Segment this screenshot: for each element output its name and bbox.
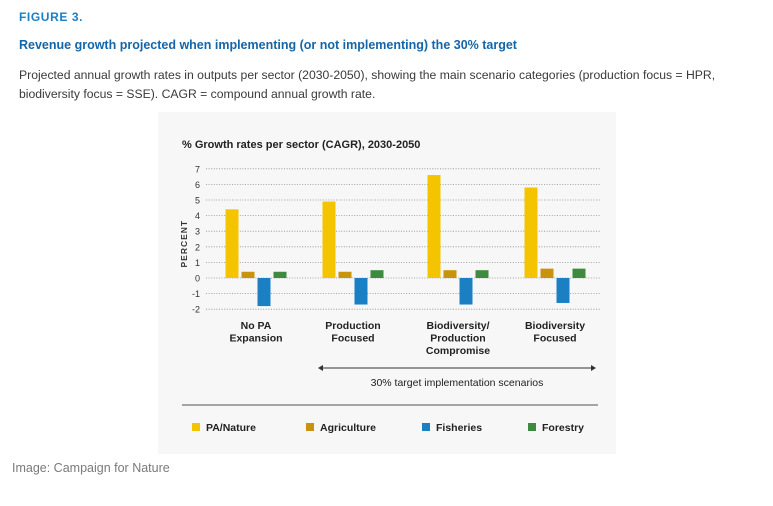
x-tick-label: Production bbox=[325, 320, 380, 332]
y-tick-label: -1 bbox=[192, 289, 200, 299]
y-tick-label: 5 bbox=[195, 196, 200, 206]
y-tick-label: 3 bbox=[195, 227, 200, 237]
x-tick-label: Biodiversity/ bbox=[426, 320, 489, 332]
bar-pa-nature bbox=[524, 187, 538, 278]
legend-label: Fisheries bbox=[436, 422, 482, 434]
bar-fisheries bbox=[459, 278, 473, 305]
bar-pa-nature bbox=[225, 209, 239, 278]
y-tick-label: 1 bbox=[195, 258, 200, 268]
bar-fisheries bbox=[257, 278, 271, 307]
y-tick-label: 6 bbox=[195, 180, 200, 190]
bar-agriculture bbox=[443, 270, 457, 278]
legend-swatch-pa-nature bbox=[192, 423, 200, 431]
y-tick-label: 2 bbox=[195, 242, 200, 252]
figure-title: Revenue growth projected when implementi… bbox=[19, 38, 517, 52]
y-tick-label: -2 bbox=[192, 305, 200, 315]
x-tick-label: Expansion bbox=[229, 333, 282, 345]
bar-fisheries bbox=[556, 278, 570, 303]
x-tick-label: Biodiversity bbox=[525, 320, 585, 332]
legend-label: Forestry bbox=[542, 422, 584, 434]
figure-description: Projected annual growth rates in outputs… bbox=[19, 68, 716, 101]
legend-swatch-forestry bbox=[528, 423, 536, 431]
legend-label: Agriculture bbox=[320, 422, 376, 434]
x-tick-label: Focused bbox=[331, 333, 374, 345]
x-tick-label: Compromise bbox=[426, 345, 490, 357]
y-tick-label: 0 bbox=[195, 274, 200, 284]
bar-forestry bbox=[273, 271, 287, 278]
x-tick-label: No PA bbox=[241, 320, 272, 332]
y-tick-label: 7 bbox=[195, 164, 200, 174]
x-tick-label: Focused bbox=[533, 333, 576, 345]
figure-label: FIGURE 3. bbox=[19, 10, 84, 24]
bar-agriculture bbox=[540, 268, 554, 278]
chart-title: % Growth rates per sector (CAGR), 2030-2… bbox=[182, 139, 420, 151]
legend-swatch-fisheries bbox=[422, 423, 430, 431]
bar-pa-nature bbox=[427, 175, 441, 278]
bar-agriculture bbox=[241, 271, 255, 278]
legend-swatch-agriculture bbox=[306, 423, 314, 431]
bar-forestry bbox=[572, 268, 586, 278]
growth-rate-chart: % Growth rates per sector (CAGR), 2030-2… bbox=[179, 139, 600, 434]
scenario-bracket-left-arrow bbox=[318, 365, 323, 371]
bar-forestry bbox=[370, 270, 384, 278]
bar-forestry bbox=[475, 270, 489, 278]
legend-label: PA/Nature bbox=[206, 422, 256, 434]
bar-agriculture bbox=[338, 271, 352, 278]
bar-fisheries bbox=[354, 278, 368, 305]
scenario-bracket-right-arrow bbox=[591, 365, 596, 371]
y-tick-label: 4 bbox=[195, 211, 200, 221]
x-tick-label: Production bbox=[430, 333, 485, 345]
bar-pa-nature bbox=[322, 201, 336, 278]
image-credit: Image: Campaign for Nature bbox=[12, 461, 170, 475]
scenario-annotation: 30% target implementation scenarios bbox=[371, 377, 544, 389]
y-axis-label: PERCENT bbox=[179, 220, 189, 268]
chart-panel: % Growth rates per sector (CAGR), 2030-2… bbox=[158, 112, 616, 454]
